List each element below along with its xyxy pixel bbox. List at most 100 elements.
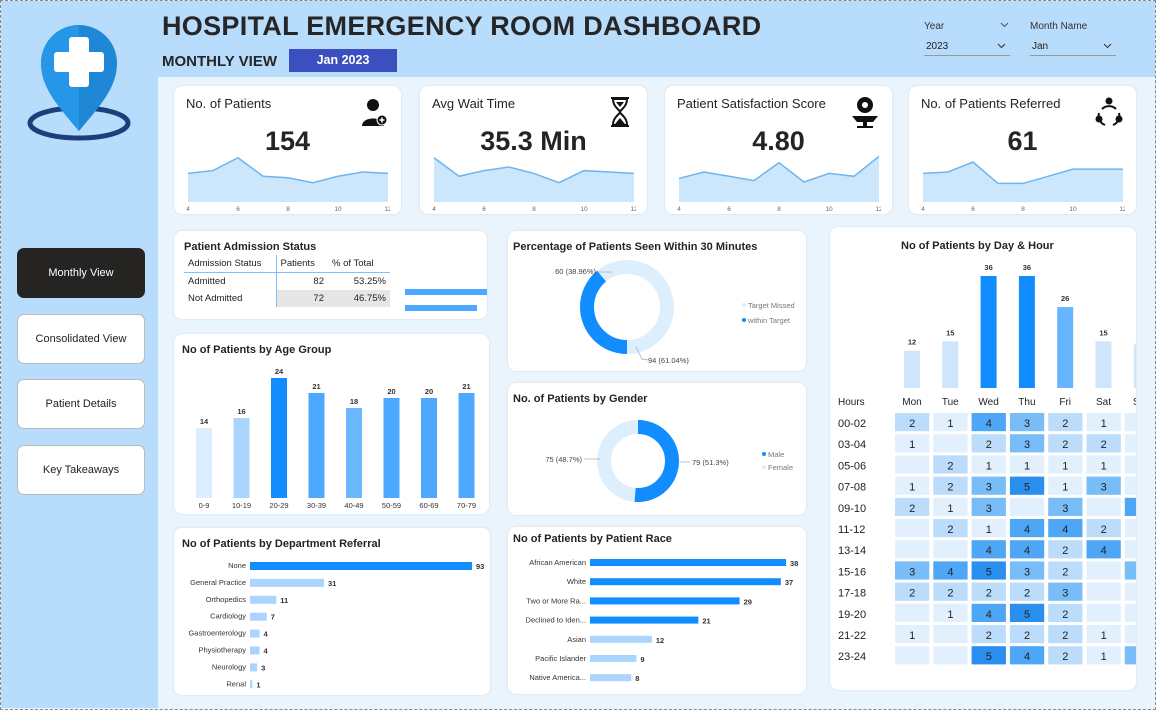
heatmap-cell[interactable] [971,519,1006,538]
heatmap-cell[interactable] [1086,434,1121,453]
race-bar[interactable] [590,616,699,624]
department-bar[interactable] [250,612,267,621]
heatmap-cell[interactable] [1086,540,1121,559]
heatmap-cell[interactable] [895,497,930,516]
department-bar[interactable] [250,646,260,655]
day-total-bar[interactable] [904,350,920,388]
table-row[interactable]: Not Admitted 72 46.75% [184,290,390,307]
heatmap-cell[interactable] [1086,476,1121,495]
heatmap-cell[interactable] [1048,434,1083,453]
age-bar[interactable] [196,428,212,498]
day-total-bar[interactable] [1018,276,1035,388]
day-total-bar[interactable] [1095,341,1112,388]
heatmap-cell[interactable] [895,476,930,495]
heatmap-cell[interactable] [1124,582,1136,601]
nav-button-monthly-view[interactable]: Monthly View [17,248,145,298]
donut-slice-dark[interactable] [597,420,679,502]
heatmap-cell[interactable] [895,561,930,580]
heatmap-cell[interactable] [971,603,1006,622]
admission-bar[interactable] [405,305,477,311]
age-bar[interactable] [346,408,362,498]
table-row[interactable]: Admitted 82 53.25% [184,272,390,290]
heatmap-cell[interactable] [1009,434,1045,453]
heatmap-cell[interactable] [933,434,968,453]
heatmap-cell[interactable] [1048,413,1083,432]
heatmap-cell[interactable] [895,434,930,453]
heatmap-cell[interactable] [971,434,1006,453]
heatmap-cell[interactable] [1009,476,1045,495]
department-bar[interactable] [250,562,472,570]
heatmap-cell[interactable] [1009,497,1045,516]
day-total-bar[interactable] [980,276,997,388]
heatmap-cell[interactable] [933,540,968,559]
heatmap-cell[interactable] [1124,646,1136,665]
heatmap-cell[interactable] [1086,582,1121,601]
race-bar[interactable] [590,597,740,605]
heatmap-cell[interactable] [971,497,1006,516]
heatmap-cell[interactable] [895,582,930,601]
heatmap-cell[interactable] [1009,561,1045,580]
heatmap-cell[interactable] [1086,561,1121,580]
race-bar[interactable] [590,578,781,586]
heatmap-cell[interactable] [1009,455,1045,474]
nav-button-patient-details[interactable]: Patient Details [17,379,145,429]
heatmap-cell[interactable] [1048,603,1083,622]
heatmap-cell[interactable] [971,413,1006,432]
age-bar[interactable] [233,418,250,498]
department-bar[interactable] [250,680,253,689]
heatmap-cell[interactable] [895,519,930,538]
month-dropdown[interactable]: Jan [1030,38,1116,56]
heatmap-cell[interactable] [1086,497,1121,516]
heatmap-cell[interactable] [971,455,1006,474]
heatmap-cell[interactable] [1009,603,1045,622]
heatmap-cell[interactable] [1124,455,1136,474]
heatmap-cell[interactable] [1124,413,1136,432]
heatmap-cell[interactable] [1048,476,1083,495]
heatmap-cell[interactable] [1124,625,1136,644]
heatmap-cell[interactable] [1048,519,1083,538]
heatmap-cell[interactable] [933,519,968,538]
heatmap-cell[interactable] [1124,497,1136,516]
heatmap-cell[interactable] [895,625,930,644]
heatmap-cell[interactable] [1009,519,1045,538]
heatmap-cell[interactable] [1086,646,1121,665]
heatmap-cell[interactable] [1124,603,1136,622]
heatmap-cell[interactable] [933,646,968,665]
heatmap-cell[interactable] [1048,540,1083,559]
heatmap-cell[interactable] [933,476,968,495]
age-bar[interactable] [308,393,325,498]
age-bar[interactable] [421,398,437,498]
day-total-bar[interactable] [1133,344,1136,388]
heatmap-cell[interactable] [1048,625,1083,644]
heatmap-cell[interactable] [971,625,1006,644]
heatmap-cell[interactable] [933,603,968,622]
heatmap-cell[interactable] [1009,625,1045,644]
heatmap-cell[interactable] [1124,476,1136,495]
heatmap-cell[interactable] [933,582,968,601]
race-bar[interactable] [590,559,786,566]
admission-bar[interactable] [405,289,487,295]
heatmap-cell[interactable] [1124,434,1136,453]
heatmap-cell[interactable] [971,476,1006,495]
heatmap-cell[interactable] [1086,603,1121,622]
heatmap-cell[interactable] [933,413,968,432]
heatmap-cell[interactable] [1124,540,1136,559]
heatmap-cell[interactable] [933,455,968,474]
heatmap-cell[interactable] [1124,561,1136,580]
department-bar[interactable] [250,578,324,587]
heatmap-cell[interactable] [1048,561,1083,580]
department-bar[interactable] [250,595,277,604]
heatmap-cell[interactable] [1048,497,1083,516]
day-total-bar[interactable] [942,341,959,388]
day-total-bar[interactable] [1057,307,1074,388]
age-bar[interactable] [458,393,475,498]
heatmap-cell[interactable] [895,646,930,665]
race-bar[interactable] [590,655,637,662]
heatmap-cell[interactable] [1086,413,1121,432]
heatmap-cell[interactable] [895,455,930,474]
heatmap-cell[interactable] [1009,540,1045,559]
year-dropdown[interactable]: 2023 [924,38,1010,56]
department-bar[interactable] [250,663,258,672]
heatmap-cell[interactable] [933,625,968,644]
heatmap-cell[interactable] [895,540,930,559]
